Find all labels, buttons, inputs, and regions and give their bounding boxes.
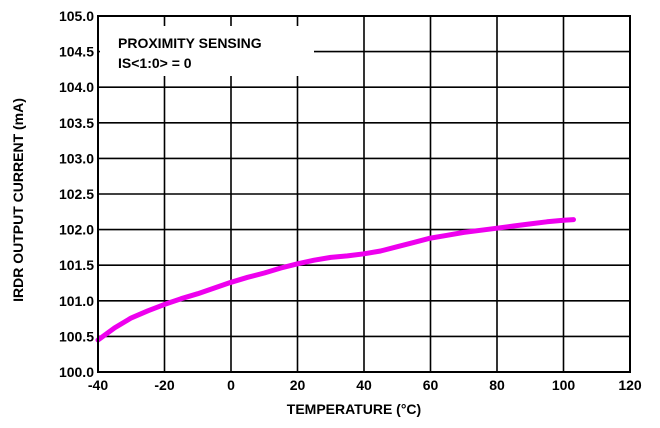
x-tick-label: 100 [552,377,576,393]
y-axis-title: IRDR OUTPUT CURRENT (mA) [10,98,26,302]
x-axis-ticks: -40 -20 0 20 40 60 80 100 120 [88,377,642,393]
y-tick-label: 102.5 [59,186,94,202]
y-axis-ticks: 100.0 100.5 101.0 101.5 102.0 102.5 103.0 103.5… [59,8,94,380]
x-tick-label: 40 [356,377,372,393]
x-tick-label: 60 [423,377,439,393]
annotation-line-2: IS<1:0> = 0 [118,55,192,71]
x-tick-label: -40 [88,377,108,393]
y-tick-label: 102.0 [59,222,94,238]
x-axis-title: TEMPERATURE (°C) [287,401,421,417]
series-layer [95,217,576,343]
y-tick-label: 103.0 [59,150,94,166]
y-tick-label: 101.5 [59,257,94,273]
series-line [95,217,576,343]
x-tick-label: 120 [618,377,642,393]
y-tick-label: 100.5 [59,328,94,344]
y-tick-label: 100.0 [59,364,94,380]
plot-frame [97,15,631,373]
x-tick-label: 20 [290,377,306,393]
y-tick-label: 103.5 [59,115,94,131]
grid [98,16,630,372]
y-tick-label: 105.0 [59,8,94,24]
y-tick-label: 101.0 [59,293,94,309]
annotation-background [100,26,314,76]
annotation-line-1: PROXIMITY SENSING [118,35,262,51]
x-tick-label: 80 [489,377,505,393]
y-tick-label: 104.0 [59,79,94,95]
y-tick-label: 104.5 [59,44,94,60]
annotation-box: PROXIMITY SENSING IS<1:0> = 0 [100,26,314,76]
x-tick-label: -20 [154,377,174,393]
x-tick-label: 0 [227,377,235,393]
